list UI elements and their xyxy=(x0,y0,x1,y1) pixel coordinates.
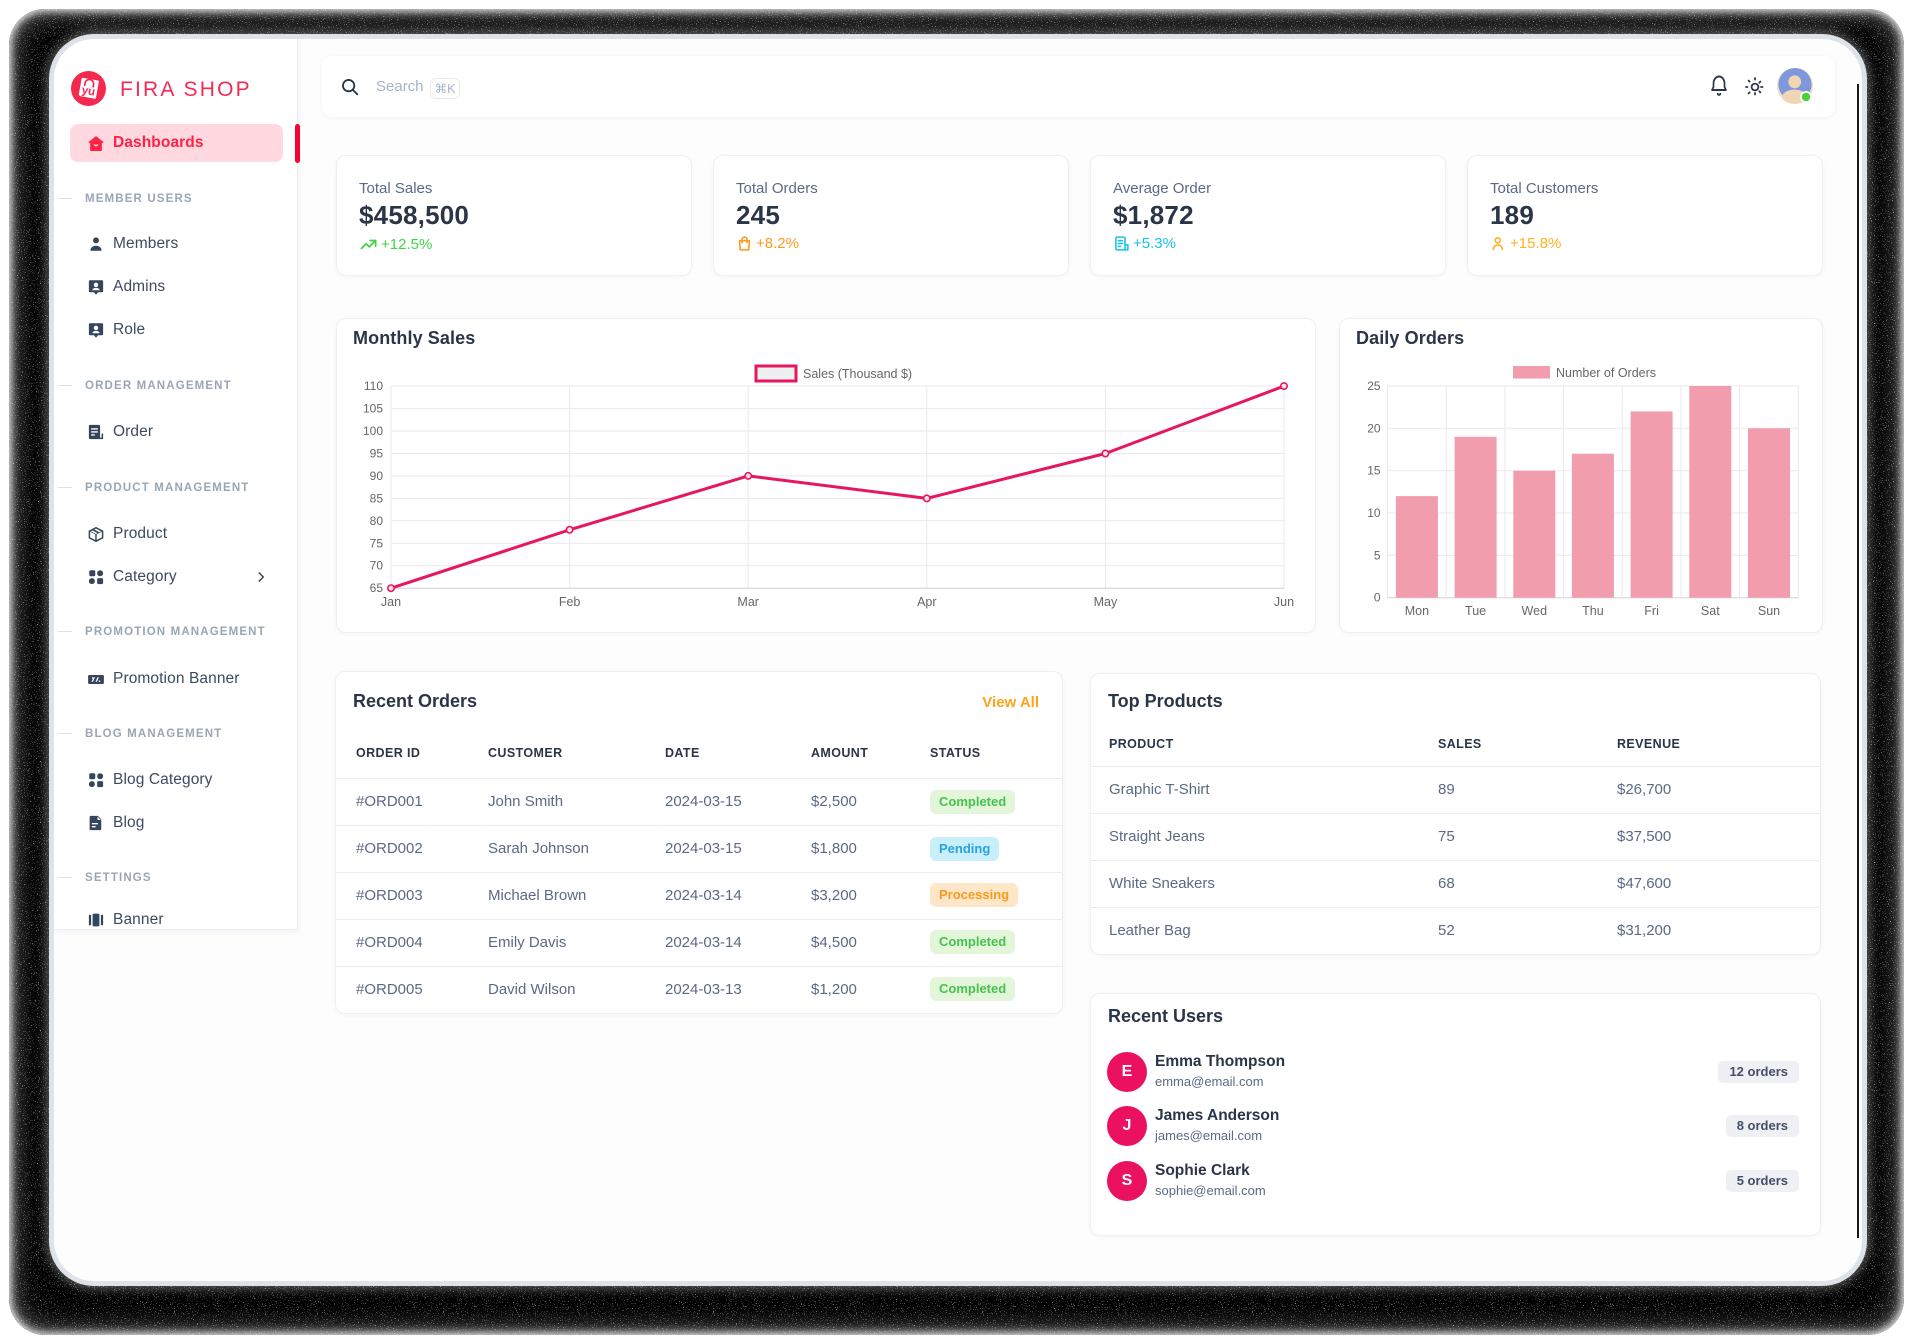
svg-text:Apr: Apr xyxy=(917,595,936,609)
svg-text:65: 65 xyxy=(370,581,384,595)
svg-text:Sun: Sun xyxy=(1758,604,1780,618)
svg-text:May: May xyxy=(1094,595,1118,609)
svg-text:110: 110 xyxy=(364,379,383,393)
svg-text:85: 85 xyxy=(370,491,384,505)
svg-text:25: 25 xyxy=(1367,379,1381,393)
svg-text:70: 70 xyxy=(370,559,384,573)
svg-text:Mar: Mar xyxy=(737,595,759,609)
svg-text:Sales (Thousand $): Sales (Thousand $) xyxy=(803,367,912,381)
svg-text:Mon: Mon xyxy=(1405,604,1429,618)
svg-text:90: 90 xyxy=(370,469,384,483)
svg-text:Jun: Jun xyxy=(1274,595,1294,609)
svg-text:Feb: Feb xyxy=(559,595,581,609)
svg-text:Tue: Tue xyxy=(1465,604,1486,618)
svg-text:Number of Orders: Number of Orders xyxy=(1556,366,1656,380)
svg-text:75: 75 xyxy=(370,536,384,550)
svg-text:Fri: Fri xyxy=(1644,604,1659,618)
svg-text:15: 15 xyxy=(1367,464,1381,478)
svg-text:yu: yu xyxy=(81,84,96,98)
svg-text:Sat: Sat xyxy=(1701,604,1720,618)
svg-text:10: 10 xyxy=(1367,506,1381,520)
svg-text:0: 0 xyxy=(1374,591,1381,605)
svg-text:Thu: Thu xyxy=(1582,604,1604,618)
svg-text:80: 80 xyxy=(370,514,384,528)
svg-text:95: 95 xyxy=(370,447,384,461)
svg-text:20: 20 xyxy=(1367,421,1381,435)
svg-text:105: 105 xyxy=(363,402,383,416)
svg-text:5: 5 xyxy=(1374,548,1381,562)
svg-text:Jan: Jan xyxy=(381,595,401,609)
svg-text:100: 100 xyxy=(363,424,383,438)
svg-text:Wed: Wed xyxy=(1522,604,1548,618)
